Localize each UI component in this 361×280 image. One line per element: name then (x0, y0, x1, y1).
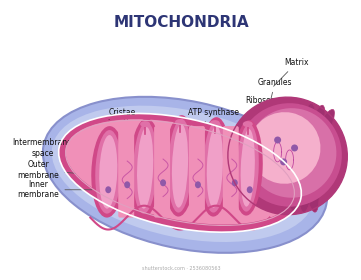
Ellipse shape (241, 129, 255, 207)
Ellipse shape (99, 135, 117, 209)
Ellipse shape (137, 127, 153, 209)
Text: MITOCHONDRIA: MITOCHONDRIA (113, 15, 249, 30)
FancyBboxPatch shape (189, 126, 205, 218)
Ellipse shape (233, 120, 263, 216)
Text: Inner
membrane: Inner membrane (18, 180, 97, 199)
Text: Granules: Granules (258, 78, 292, 101)
Ellipse shape (232, 179, 238, 186)
Ellipse shape (237, 124, 259, 212)
Ellipse shape (124, 181, 130, 188)
FancyBboxPatch shape (223, 126, 239, 218)
Text: DNA: DNA (178, 125, 195, 138)
FancyBboxPatch shape (118, 126, 134, 218)
Ellipse shape (129, 118, 161, 218)
Ellipse shape (52, 106, 314, 242)
Ellipse shape (298, 103, 317, 213)
Ellipse shape (291, 144, 298, 151)
Text: Intermembrane
space: Intermembrane space (13, 138, 108, 159)
Ellipse shape (243, 121, 253, 127)
Text: Matrix: Matrix (274, 58, 309, 86)
Ellipse shape (290, 105, 325, 211)
Ellipse shape (133, 122, 157, 214)
Ellipse shape (249, 112, 321, 184)
Ellipse shape (43, 97, 327, 253)
Text: Outer
membrane: Outer membrane (18, 160, 90, 179)
Ellipse shape (164, 115, 196, 217)
Ellipse shape (168, 119, 192, 213)
Text: Cristae
junction: Cristae junction (107, 108, 138, 145)
Ellipse shape (228, 97, 347, 215)
Ellipse shape (210, 120, 220, 126)
Ellipse shape (105, 186, 111, 193)
Ellipse shape (280, 109, 334, 206)
Ellipse shape (66, 119, 295, 225)
Ellipse shape (247, 186, 253, 193)
Ellipse shape (160, 179, 166, 186)
Ellipse shape (95, 130, 121, 214)
Text: Ribosome: Ribosome (245, 96, 283, 117)
Ellipse shape (140, 121, 150, 127)
Ellipse shape (199, 117, 231, 217)
Ellipse shape (195, 181, 201, 188)
Ellipse shape (175, 119, 185, 125)
Ellipse shape (172, 124, 188, 208)
Ellipse shape (203, 121, 227, 213)
Ellipse shape (91, 126, 125, 218)
Ellipse shape (274, 137, 281, 143)
Text: shutterstock.com · 2536080563: shutterstock.com · 2536080563 (142, 266, 220, 271)
FancyBboxPatch shape (154, 126, 170, 218)
Ellipse shape (247, 108, 336, 198)
Ellipse shape (58, 113, 301, 232)
Ellipse shape (296, 104, 319, 212)
Ellipse shape (237, 103, 342, 207)
Text: ATP synthase: ATP synthase (188, 108, 239, 122)
Ellipse shape (207, 126, 223, 208)
Ellipse shape (280, 158, 287, 165)
